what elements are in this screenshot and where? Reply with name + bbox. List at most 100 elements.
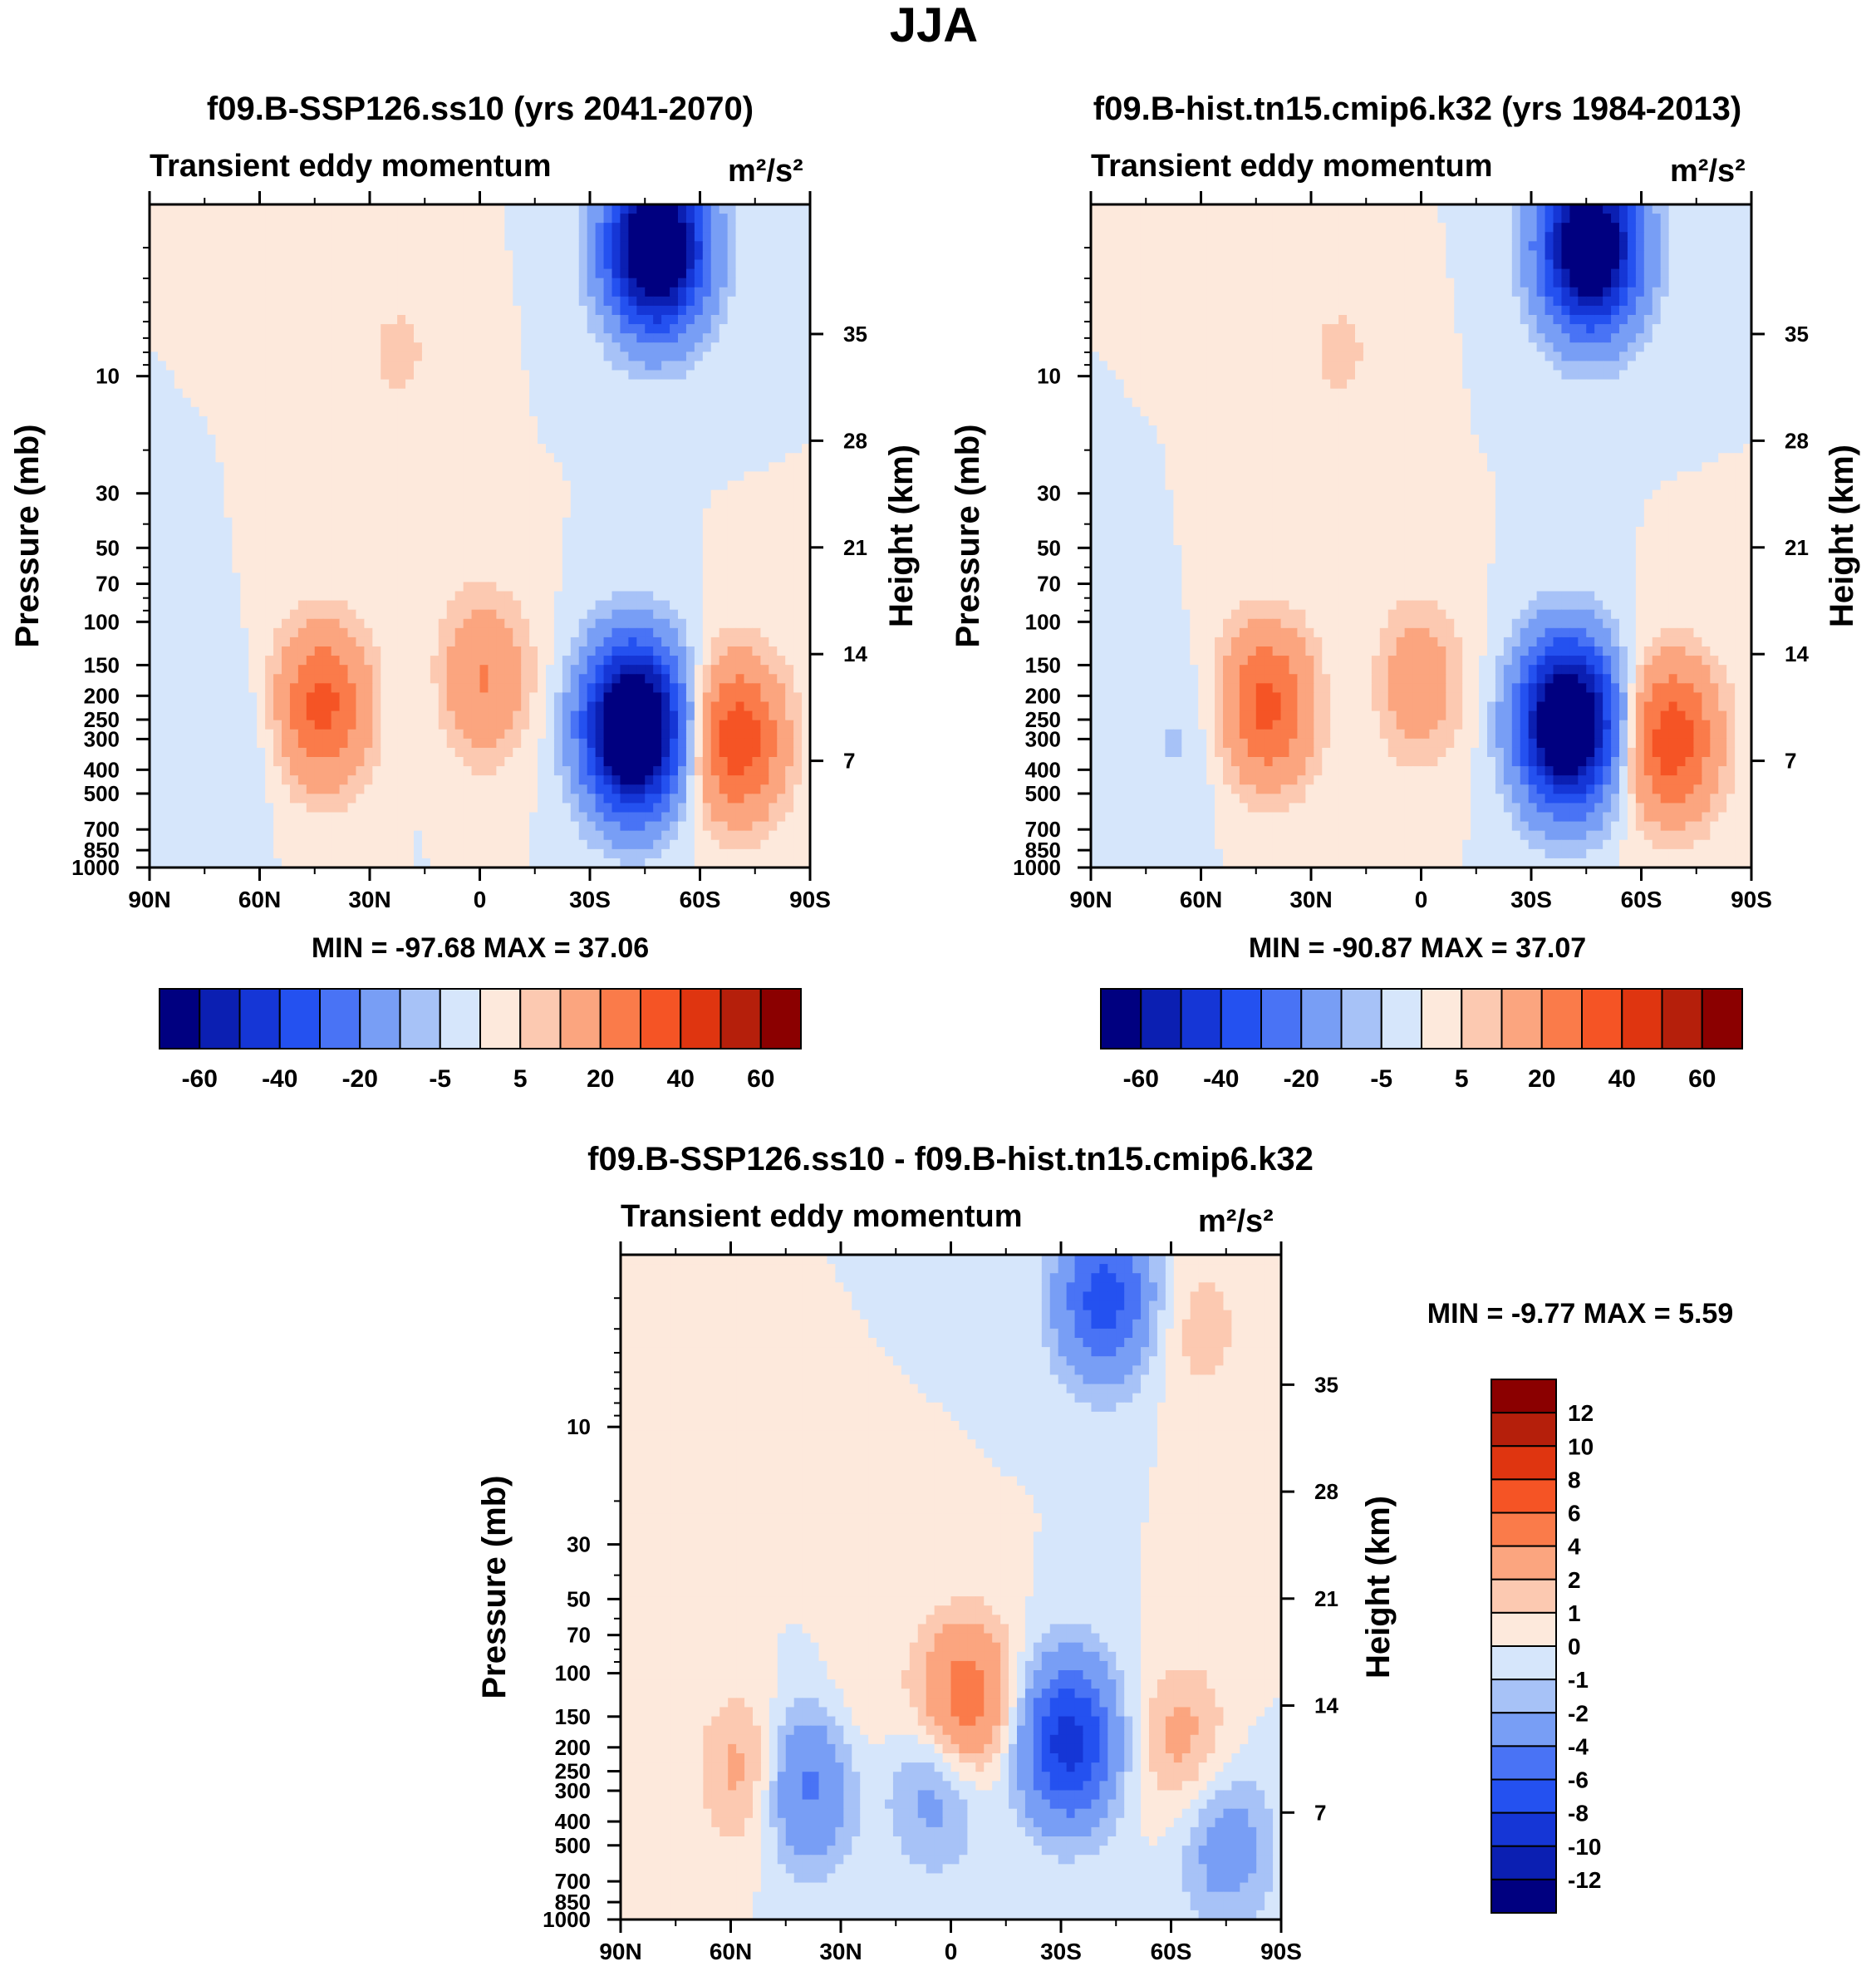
heatmap-cell [150,591,159,602]
heatmap-cell [793,656,803,666]
heatmap-cell [735,342,745,352]
heatmap-cell [306,232,316,242]
heatmap-cell [578,646,588,656]
heatmap-cell [620,674,629,684]
heatmap-cell [620,379,629,390]
heatmap-cell [479,591,489,602]
heatmap-cell [207,517,217,528]
heatmap-cell [182,241,192,252]
heatmap-cell [289,480,299,491]
heatmap-cell [752,720,761,730]
heatmap-cell [430,415,440,426]
heatmap-cell [223,665,233,675]
heatmap-cell [488,646,497,656]
heatmap-cell [257,489,266,500]
heatmap-cell [157,646,167,656]
heatmap-cell [678,370,687,381]
heatmap-cell [289,370,299,381]
heatmap-cell [381,324,390,334]
heatmap-cell [769,683,778,694]
heatmap-cell [446,729,456,740]
heatmap-cell [446,462,456,473]
heatmap-cell [347,710,357,721]
heatmap-cell [165,517,175,528]
heatmap-cell [578,425,588,435]
heatmap-cell [471,526,481,537]
heatmap-cell [190,766,200,776]
heatmap-cell [165,499,175,509]
heatmap-cell [752,536,761,546]
heatmap-cell [694,388,704,399]
heatmap-cell [769,582,778,592]
heatmap-cell [685,379,695,390]
heatmap-cell [215,563,225,573]
heatmap-cell [182,563,192,573]
heatmap-cell [421,591,431,602]
heatmap-cell [364,710,373,721]
heatmap-cell [513,545,522,555]
heatmap-cell [802,453,811,463]
heatmap-cell [347,361,357,371]
heatmap-cell [215,370,225,381]
heatmap-cell [356,600,365,611]
heatmap-cell [694,609,704,620]
heatmap-cell [347,775,357,785]
heatmap-cell [306,333,316,343]
heatmap-cell [421,600,431,611]
heatmap-cell [538,214,547,224]
heatmap-cell [538,627,547,638]
heatmap-cell [199,665,209,675]
heatmap-cell [727,315,737,325]
heatmap-cell [190,563,200,573]
heatmap-cell [306,729,316,740]
heatmap-cell [562,214,572,224]
heatmap-cell [611,324,621,334]
heatmap-cell [760,646,769,656]
heatmap-cell [356,241,365,252]
heatmap-cell [678,692,687,703]
heatmap-cell [339,618,349,629]
heatmap-cell [381,489,390,500]
heatmap-cell [504,406,513,417]
heatmap-cell [446,692,456,703]
heatmap-cell [157,526,167,537]
heatmap-cell [165,757,175,767]
heatmap-cell [587,241,597,252]
heatmap-cell [322,720,332,730]
heatmap-cell [347,480,357,491]
heatmap-cell [257,637,266,647]
heatmap-cell [215,618,225,629]
heatmap-cell [769,214,778,224]
heatmap-cell [777,499,786,509]
heatmap-cell [232,489,241,500]
heatmap-cell [710,268,720,279]
heatmap-cell [645,536,654,546]
heatmap-cell [685,582,695,592]
heatmap-cell [207,444,217,454]
heatmap-cell [678,214,687,224]
heatmap-cell [496,388,505,399]
heatmap-cell [248,444,258,454]
heatmap-cell [215,646,225,656]
heatmap-cell [322,591,332,602]
heatmap-cell [653,462,662,473]
heatmap-cell [636,305,646,316]
heatmap-cell [215,609,225,620]
heatmap-cell [356,766,365,776]
heatmap-cell [190,637,200,647]
heatmap-cell [282,351,291,362]
heatmap-cell [504,573,513,583]
heatmap-cell [488,674,497,684]
heatmap-cell [752,683,761,694]
heatmap-cell [438,720,448,730]
heatmap-cell [165,351,175,362]
heatmap-cell [199,637,209,647]
heatmap-cell [678,388,687,399]
heatmap-cell [289,287,299,297]
heatmap-cell [282,637,291,647]
heatmap-cell [488,656,497,666]
heatmap-cell [257,305,266,316]
heatmap-cell [463,268,473,279]
heatmap-cell [381,738,390,749]
heatmap-cell [157,573,167,583]
